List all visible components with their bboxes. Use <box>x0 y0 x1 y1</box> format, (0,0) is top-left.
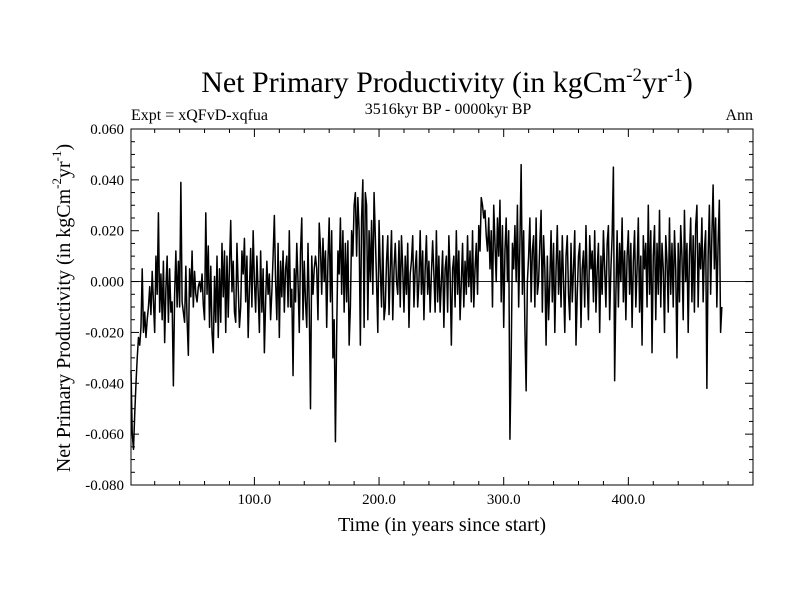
plot-frame <box>130 128 754 486</box>
x-tick-label: 200.0 <box>362 492 396 508</box>
x-tick-label: 400.0 <box>611 492 645 508</box>
tick-label-layer: -0.080 -0.060 -0.040 -0.020 0.000 0.020 0.040 0… <box>85 122 645 508</box>
y-tick-label: 0.060 <box>90 122 124 138</box>
season-label: Ann <box>725 107 753 124</box>
y-tick-label: 0.040 <box>90 173 124 189</box>
x-tick-label: 100.0 <box>238 492 272 508</box>
experiment-label: Expt = xQFvD-xqfua <box>131 107 268 124</box>
x-tick-label: 300.0 <box>487 492 521 508</box>
time-range-label: 3516kyr BP - 0000kyr BP <box>365 101 532 118</box>
y-tick-label: -0.080 <box>85 478 124 494</box>
y-tick-label: 0.020 <box>90 224 124 240</box>
tick-layer <box>131 128 753 486</box>
y-tick-label: -0.020 <box>85 325 124 341</box>
chart-title: Net Primary Productivity (in kgCm-2yr-1) <box>201 65 693 99</box>
series-layer <box>130 163 723 451</box>
series-line-npp <box>130 163 723 451</box>
y-tick-label: -0.060 <box>85 427 124 443</box>
y-tick-label: 0.000 <box>90 275 124 291</box>
x-axis-label: Time (in years since start) <box>338 514 546 536</box>
y-axis-label: Net Primary Productivity (in kgCm-2yr-1) <box>49 144 75 472</box>
y-tick-label: -0.040 <box>85 376 124 392</box>
